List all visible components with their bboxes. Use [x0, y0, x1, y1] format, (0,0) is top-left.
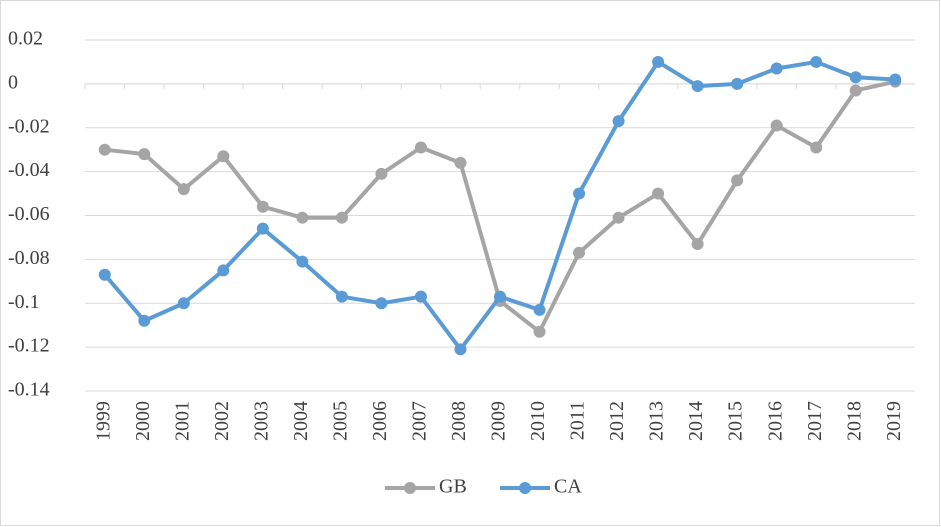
- x-tick-label: 2008: [448, 401, 470, 441]
- y-tick-label: 0: [8, 71, 18, 93]
- y-tick-label: -0.1: [8, 291, 40, 313]
- x-tick-label: 2018: [843, 401, 865, 441]
- x-tick-label: 1999: [92, 401, 114, 441]
- point: [612, 211, 625, 224]
- y-tick-label: -0.06: [8, 203, 50, 225]
- point: [573, 246, 586, 259]
- legend-marker: [519, 482, 531, 494]
- y-tick-label: -0.14: [8, 379, 50, 401]
- point: [533, 303, 546, 316]
- point: [138, 314, 151, 327]
- point: [810, 55, 823, 68]
- point: [533, 325, 546, 338]
- point: [256, 222, 269, 235]
- y-tick-label: -0.12: [8, 335, 50, 357]
- point: [335, 211, 348, 224]
- point: [177, 183, 190, 196]
- x-tick-label: 2000: [132, 401, 154, 441]
- legend-marker: [404, 482, 416, 494]
- point: [98, 143, 111, 156]
- x-tick-label: 2016: [764, 401, 786, 441]
- point: [454, 156, 467, 169]
- point: [573, 187, 586, 200]
- point: [414, 141, 427, 154]
- x-tick-label: 2019: [883, 401, 905, 441]
- y-tick-label: 0.02: [8, 28, 43, 50]
- point: [652, 187, 665, 200]
- point: [494, 290, 506, 303]
- x-tick-label: 2014: [685, 401, 707, 441]
- point: [217, 150, 230, 163]
- y-tick-label: -0.08: [8, 247, 50, 269]
- point: [98, 268, 111, 281]
- point: [810, 141, 823, 154]
- point: [889, 73, 902, 86]
- x-tick-label: 2017: [804, 401, 826, 441]
- x-tick-label: 2004: [290, 401, 312, 441]
- x-tick-label: 2007: [409, 401, 431, 441]
- x-tick-label: 2010: [527, 401, 549, 441]
- point: [849, 71, 862, 84]
- point: [256, 200, 269, 213]
- point: [849, 84, 862, 97]
- x-tick-label: 2006: [369, 401, 391, 441]
- y-tick-label: -0.02: [8, 115, 50, 137]
- legend-label: GB: [439, 476, 467, 498]
- point: [414, 290, 427, 303]
- x-tick-label: 2013: [646, 401, 668, 441]
- point: [770, 119, 783, 132]
- x-tick-label: 2009: [488, 401, 510, 441]
- point: [731, 77, 744, 90]
- x-tick-label: 2015: [725, 401, 747, 441]
- y-tick-label: -0.04: [8, 159, 50, 181]
- point: [296, 211, 309, 224]
- point: [296, 255, 309, 268]
- x-tick-label: 2012: [606, 401, 628, 441]
- x-tick-label: 2001: [171, 401, 193, 441]
- point: [612, 115, 625, 128]
- x-tick-label: 2011: [567, 401, 589, 440]
- point: [691, 80, 704, 93]
- x-tick-label: 2005: [329, 401, 351, 441]
- point: [177, 297, 190, 310]
- point: [731, 174, 744, 187]
- point: [375, 297, 388, 310]
- x-tick-label: 2003: [250, 401, 272, 441]
- point: [375, 167, 388, 180]
- legend-label: CA: [554, 476, 582, 498]
- point: [691, 238, 704, 251]
- point: [652, 55, 665, 68]
- point: [335, 290, 348, 303]
- point: [138, 148, 151, 161]
- point: [770, 62, 783, 75]
- x-tick-label: 2002: [211, 401, 233, 441]
- point: [454, 343, 467, 356]
- point: [217, 264, 230, 277]
